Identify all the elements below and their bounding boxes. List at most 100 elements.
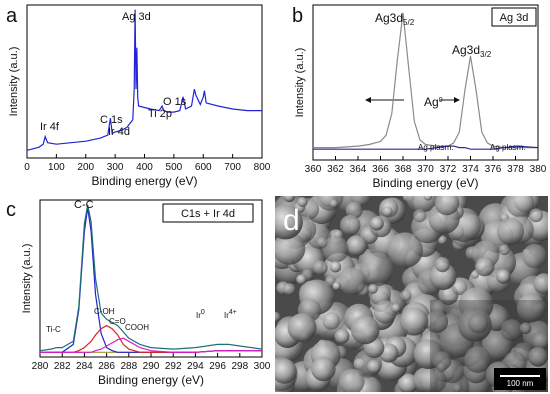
grain	[429, 263, 457, 291]
plot-frame	[39, 199, 263, 358]
grain	[533, 273, 548, 295]
label-box	[491, 7, 537, 27]
grain	[345, 201, 363, 219]
grain	[397, 373, 419, 392]
annotation-text: O 1s	[163, 96, 187, 108]
annotation: Ir0	[196, 309, 205, 320]
grain	[528, 347, 548, 367]
grain	[275, 311, 281, 322]
x-tick-label: 376	[485, 164, 502, 175]
grain	[322, 312, 341, 330]
y-axis-label: Intensity (a.u.)	[21, 244, 33, 314]
annotation: C-OH	[94, 307, 115, 316]
x-tick-label: 700	[224, 162, 241, 173]
x-tick-label: 100	[48, 162, 65, 173]
annotation: Ag3d3/2	[452, 43, 492, 59]
x-tick-label: 400	[136, 162, 153, 173]
grain	[464, 346, 491, 373]
x-tick-label: 362	[327, 164, 344, 175]
annotation-text: Ag 3d	[122, 11, 151, 23]
grain	[437, 235, 448, 245]
annotation: Ag plasm.	[490, 143, 526, 152]
grain	[399, 289, 412, 302]
grain	[399, 307, 429, 336]
x-axis-label: Binding energy (eV)	[372, 176, 478, 190]
x-tick-label: 366	[372, 164, 389, 175]
grain	[529, 208, 544, 223]
grain	[334, 328, 350, 344]
panel-letter: d	[283, 204, 300, 237]
annotation-text: Ag3d	[452, 43, 480, 57]
grain	[452, 383, 462, 392]
grain	[275, 358, 297, 384]
grain	[360, 252, 394, 286]
annotation-text: Ag plasm.	[418, 143, 454, 152]
annotation: C=O	[109, 317, 126, 326]
grain	[496, 269, 511, 284]
grain	[338, 368, 365, 392]
grain	[382, 206, 393, 217]
grain	[369, 216, 384, 231]
grain	[316, 237, 328, 249]
annotation-text: C=O	[109, 317, 126, 326]
annotation: Ag3d5/2	[375, 11, 415, 27]
grain	[275, 232, 306, 265]
annotation-sup: 4+	[229, 309, 237, 316]
series-line	[313, 12, 538, 149]
annotation-text: Ir 4f	[40, 121, 60, 133]
grain	[322, 236, 349, 263]
annotation-text: C-C	[74, 199, 94, 211]
sem-image	[275, 196, 548, 392]
annotation-text: Ir	[224, 311, 229, 320]
grain	[467, 312, 489, 334]
annotation: Ti 2p	[148, 108, 172, 120]
x-tick-label: 500	[166, 162, 183, 173]
annotation-text: Ag	[424, 95, 439, 109]
label-box	[162, 203, 254, 223]
grain	[497, 217, 525, 245]
grain	[423, 196, 433, 201]
grain	[329, 199, 339, 208]
x-tick-label: 298	[231, 361, 248, 372]
annotation: Ir4+	[224, 309, 237, 320]
annotation-text: Ti 2p	[148, 108, 172, 120]
grain	[434, 196, 460, 216]
box-label: Ag 3d	[500, 12, 529, 24]
annotation: C 1s	[100, 114, 123, 126]
grain	[419, 366, 447, 392]
annotation-text: Ti-C	[46, 325, 61, 334]
grain	[338, 267, 367, 296]
grain	[350, 315, 380, 345]
grain	[500, 319, 523, 342]
plot-frame	[26, 4, 263, 159]
series-line	[313, 145, 539, 150]
annotation-text: Ag plasm.	[490, 143, 526, 152]
grain	[519, 322, 532, 335]
series-line	[40, 337, 262, 353]
annotation: Ti-C	[46, 325, 61, 334]
x-tick-label: 294	[187, 361, 204, 372]
x-tick-label: 284	[76, 361, 93, 372]
grain	[470, 270, 479, 279]
annotation-sup: 0	[201, 309, 205, 316]
annotation-text: C 1s	[100, 114, 123, 126]
grain	[287, 313, 317, 342]
series-line	[39, 204, 263, 352]
grain	[332, 281, 341, 291]
series-line	[26, 9, 262, 151]
annotation-text: Ir 4d	[108, 126, 130, 138]
grain	[391, 303, 401, 313]
panel-letter: b	[292, 5, 303, 27]
y-axis-label: Intensity (a.u.)	[294, 48, 306, 118]
x-tick-label: 290	[143, 361, 160, 372]
grain	[506, 196, 535, 218]
x-tick-label: 288	[120, 361, 137, 372]
x-tick-label: 368	[395, 164, 412, 175]
x-tick-label: 600	[195, 162, 212, 173]
grain	[367, 283, 378, 294]
grain	[413, 209, 427, 223]
annotation: O 1s	[163, 96, 187, 108]
series-line	[40, 207, 262, 353]
annotation-text: C-OH	[94, 307, 115, 316]
